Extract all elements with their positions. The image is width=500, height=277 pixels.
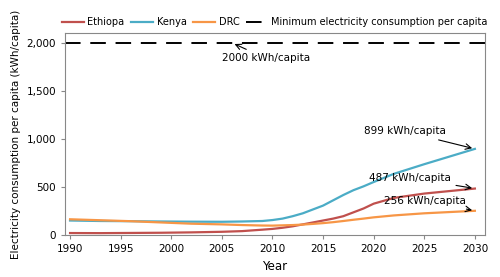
Text: 487 kWh/capita: 487 kWh/capita <box>368 173 471 190</box>
Text: 256 kWh/capita: 256 kWh/capita <box>384 196 471 212</box>
Legend: Ethiopa, Kenya, DRC, Minimum electricity consumption per capita: Ethiopa, Kenya, DRC, Minimum electricity… <box>58 14 492 31</box>
Text: 2000 kWh/capita: 2000 kWh/capita <box>222 44 310 63</box>
Text: 899 kWh/capita: 899 kWh/capita <box>364 127 471 149</box>
Y-axis label: Electricity consumption per capita (kWh/capita): Electricity consumption per capita (kWh/… <box>11 10 21 259</box>
X-axis label: Year: Year <box>262 260 287 273</box>
